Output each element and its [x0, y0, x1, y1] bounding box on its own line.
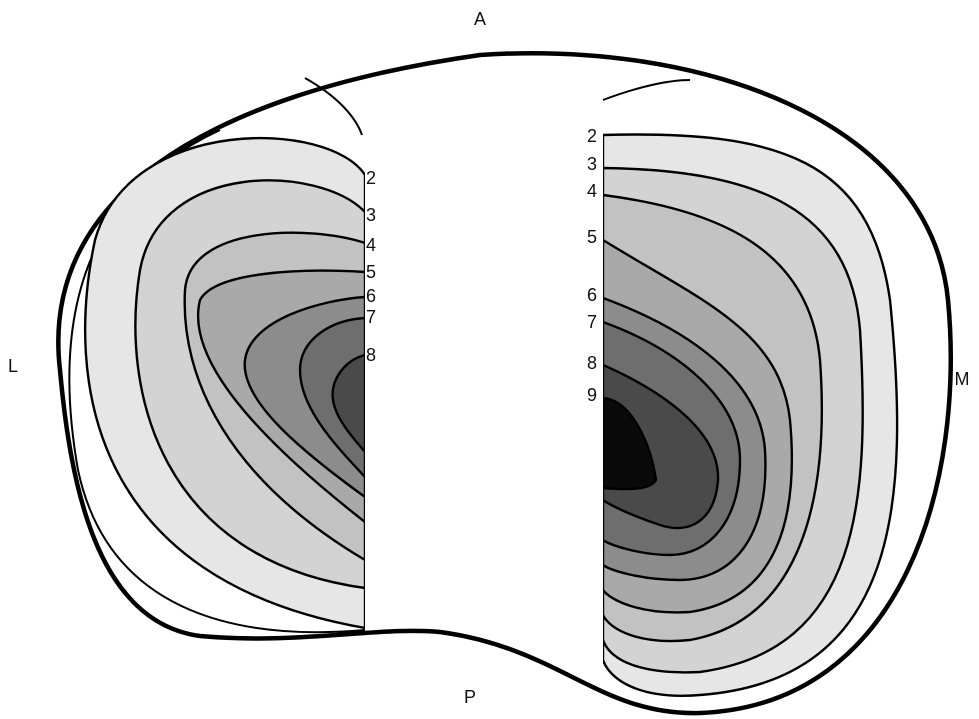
contour-number: 7 — [366, 307, 376, 327]
contour-number: 3 — [587, 154, 597, 174]
contour-number: 5 — [587, 227, 597, 247]
contour-number: 6 — [366, 286, 376, 306]
anterior-label: A — [474, 9, 486, 29]
lateral-label: L — [8, 356, 18, 376]
medial-label: M — [955, 369, 970, 389]
contour-number: 3 — [366, 205, 376, 225]
contour-number: 4 — [587, 181, 597, 201]
contour-number: 5 — [366, 262, 376, 282]
contour-number: 8 — [366, 345, 376, 365]
contour-number: 2 — [587, 126, 597, 146]
contour-number: 9 — [587, 385, 597, 405]
contour-number: 4 — [366, 235, 376, 255]
lateral-contours — [85, 138, 365, 628]
contour-diagram: A P L M 2 3 4 5 6 7 8 2 3 4 5 6 7 8 9 — [0, 0, 979, 719]
top-arc-right — [603, 80, 690, 100]
contour-number: 7 — [587, 312, 597, 332]
contour-number: 6 — [587, 285, 597, 305]
contour-number: 2 — [366, 168, 376, 188]
medial-contours — [603, 134, 897, 695]
posterior-label: P — [464, 687, 476, 707]
page: {"orientation": {"anterior": "A", "poste… — [0, 0, 979, 719]
contour-number: 8 — [587, 353, 597, 373]
